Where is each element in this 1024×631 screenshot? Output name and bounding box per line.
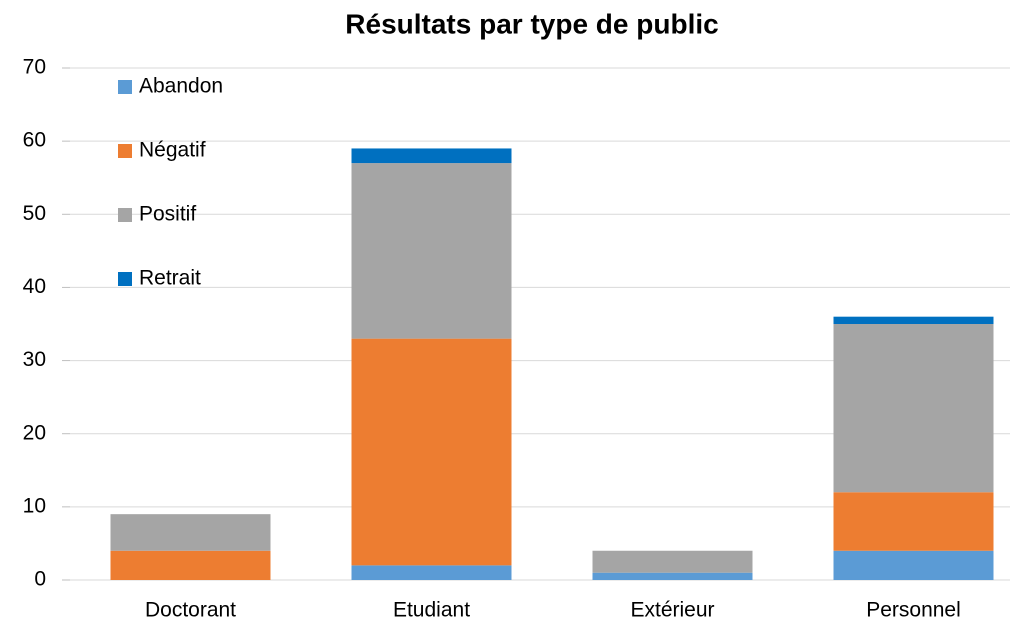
bar-segment bbox=[351, 148, 512, 164]
x-tick-label: Doctorant bbox=[145, 599, 236, 622]
bar-segment bbox=[351, 565, 512, 580]
bar-segment bbox=[351, 163, 512, 339]
y-tick-label: 0 bbox=[34, 568, 46, 591]
legend-swatch bbox=[118, 272, 132, 286]
legend-label: Abandon bbox=[139, 75, 223, 98]
y-tick-label: 70 bbox=[23, 56, 46, 79]
bar-segment bbox=[110, 550, 271, 580]
legend-label: Négatif bbox=[139, 139, 206, 162]
bar-segment bbox=[833, 324, 994, 493]
legend-label: Retrait bbox=[139, 267, 201, 290]
y-tick-label: 50 bbox=[23, 202, 46, 225]
chart-title: Résultats par type de public bbox=[345, 8, 718, 39]
bar-segment bbox=[110, 514, 271, 551]
y-tick-label: 60 bbox=[23, 129, 46, 152]
legend-swatch bbox=[118, 80, 132, 94]
bar-segment bbox=[351, 338, 512, 566]
legend-swatch bbox=[118, 144, 132, 158]
y-tick-label: 30 bbox=[23, 348, 46, 371]
x-tick-label: Extérieur bbox=[630, 599, 714, 622]
bar-segment bbox=[592, 572, 753, 580]
bar-segment bbox=[833, 550, 994, 580]
legend-swatch bbox=[118, 208, 132, 222]
legend-label: Positif bbox=[139, 203, 196, 226]
bar-segment bbox=[592, 550, 753, 573]
y-tick-label: 10 bbox=[23, 494, 46, 517]
x-tick-label: Personnel bbox=[866, 599, 961, 622]
y-tick-label: 40 bbox=[23, 275, 46, 298]
bar-segment bbox=[833, 492, 994, 551]
bar-segment bbox=[833, 316, 994, 324]
x-tick-label: Etudiant bbox=[393, 599, 470, 622]
y-tick-label: 20 bbox=[23, 421, 46, 444]
